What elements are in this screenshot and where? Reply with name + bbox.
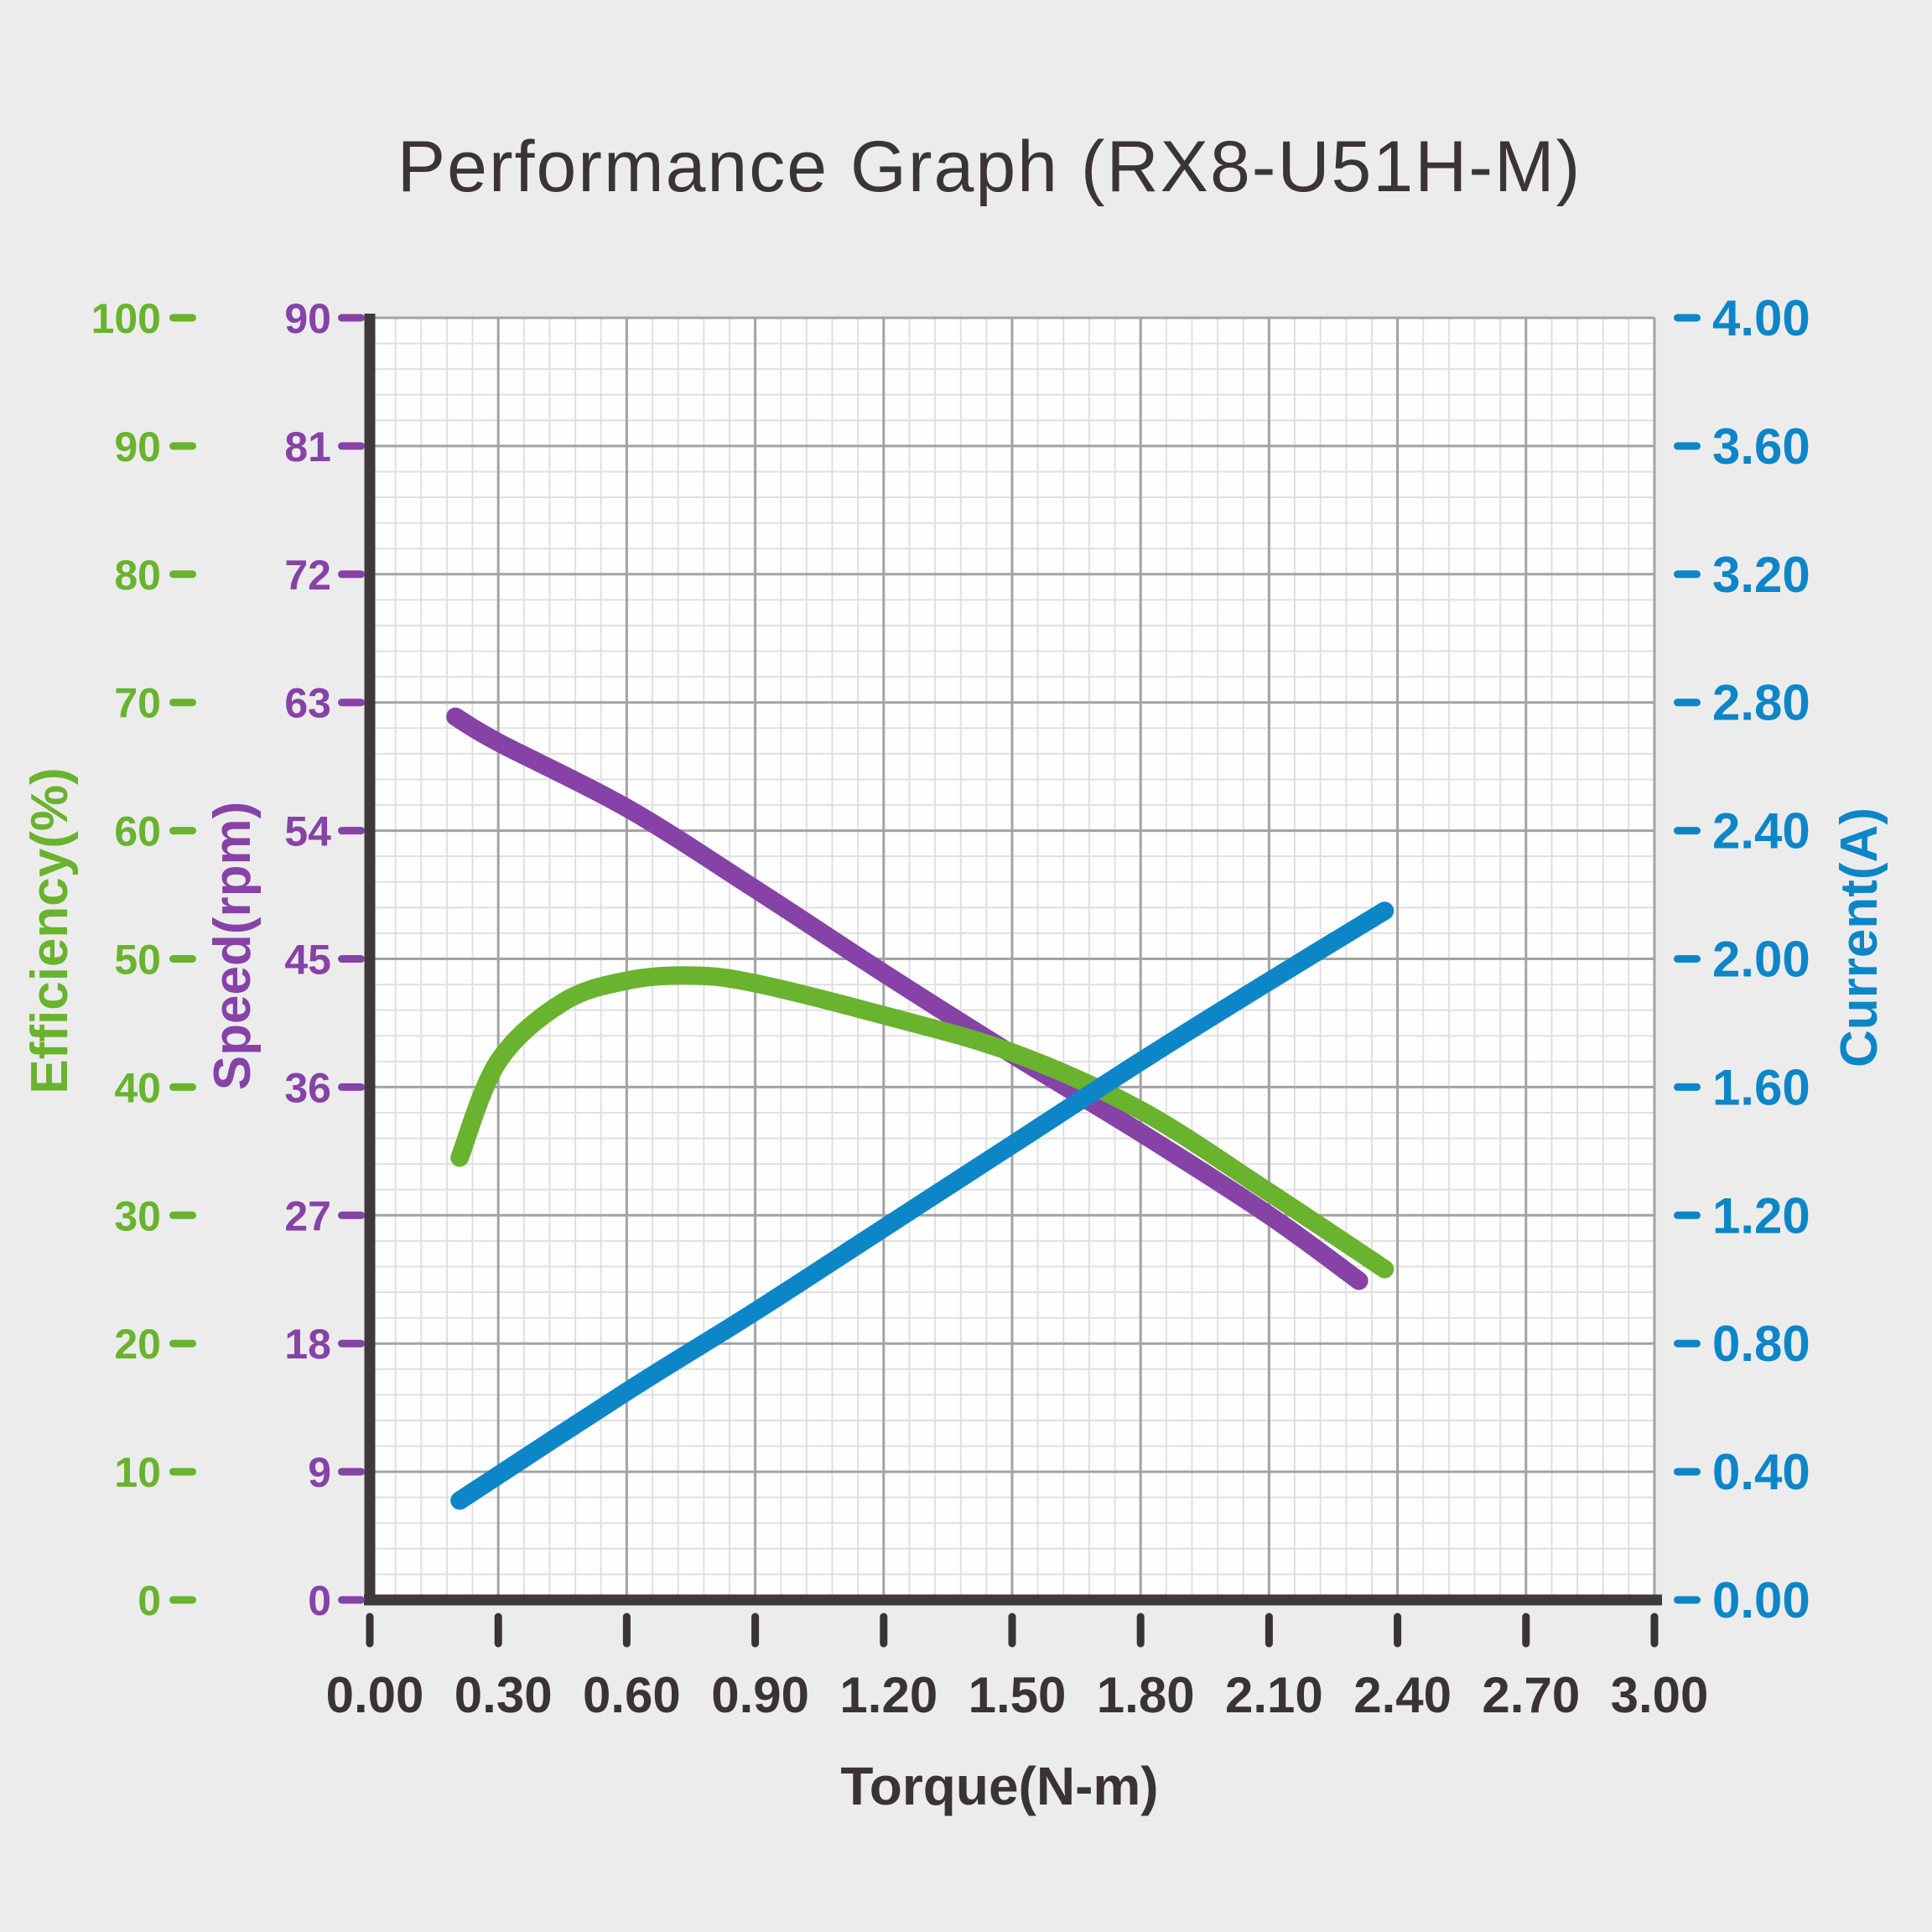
axis-spines bbox=[364, 314, 1662, 1606]
spd-ticks-tick-mark bbox=[338, 1083, 365, 1091]
x-tick-label: 2.40 bbox=[1353, 1667, 1452, 1723]
eff-ticks-tick-mark bbox=[169, 699, 196, 707]
cur-ticks-label: 4.00 bbox=[1712, 290, 1810, 346]
eff-ticks-label: 70 bbox=[114, 680, 161, 727]
speed-axis-title: Speed(rpm) bbox=[204, 802, 262, 1090]
efficiency-axis-title: Efficiency(%) bbox=[21, 767, 79, 1093]
spd-ticks-tick-mark bbox=[338, 1467, 365, 1476]
cur-ticks-tick-mark bbox=[1674, 1596, 1701, 1604]
efficiency-curve bbox=[450, 966, 1394, 1279]
eff-ticks-label: 100 bbox=[91, 295, 161, 342]
x-tick-label: 1.20 bbox=[839, 1667, 937, 1723]
current-tick-labels: 4.00 3.60 3.20 2.80 2.40 2.00 1.60 1.20 0.80 0.40… bbox=[1674, 290, 1810, 1628]
cur-ticks-tick-mark bbox=[1674, 1211, 1701, 1219]
eff-ticks-label: 10 bbox=[114, 1449, 161, 1496]
eff-ticks-label: 50 bbox=[114, 937, 161, 984]
eff-ticks-tick-mark bbox=[169, 570, 196, 579]
spd-ticks-tick-mark bbox=[338, 1211, 365, 1219]
eff-ticks-tick-mark bbox=[169, 827, 196, 835]
eff-ticks-tick-mark bbox=[169, 955, 196, 963]
x-tick-label: 1.80 bbox=[1097, 1667, 1195, 1723]
eff-ticks-label: 20 bbox=[114, 1321, 161, 1368]
cur-ticks-label: 1.20 bbox=[1712, 1187, 1810, 1244]
cur-ticks-label: 2.40 bbox=[1712, 803, 1810, 860]
x-tick-label: 2.70 bbox=[1482, 1667, 1580, 1723]
eff-ticks-label: 90 bbox=[114, 423, 161, 470]
spd-ticks-label: 18 bbox=[284, 1321, 331, 1368]
spd-ticks-label: 0 bbox=[308, 1577, 331, 1624]
speed-curve bbox=[446, 707, 1368, 1291]
spd-ticks-tick-mark bbox=[338, 1596, 365, 1604]
cur-ticks-label: 2.80 bbox=[1712, 675, 1810, 731]
spd-ticks-label: 36 bbox=[284, 1064, 331, 1111]
spd-ticks-tick-mark bbox=[338, 570, 365, 579]
spd-ticks-tick-mark bbox=[338, 827, 365, 835]
cur-ticks-tick-mark bbox=[1674, 1467, 1701, 1476]
spd-ticks-tick-mark bbox=[338, 699, 365, 707]
spd-ticks-label: 90 bbox=[284, 295, 331, 342]
cur-ticks-tick-mark bbox=[1674, 442, 1701, 450]
cur-ticks-tick-mark bbox=[1674, 699, 1701, 707]
chart-title: Performance Graph (RX8-U51H-M) bbox=[397, 127, 1581, 207]
spd-ticks-label: 81 bbox=[284, 423, 331, 470]
x-ticks: 0.00 0.30 0.60 0.90 1.20 1.50 1.80 2.10 2.40 2.70… bbox=[326, 1613, 1709, 1723]
eff-ticks-label: 80 bbox=[114, 552, 161, 599]
eff-ticks-tick-mark bbox=[169, 442, 196, 450]
cur-ticks-label: 1.60 bbox=[1712, 1059, 1810, 1115]
x-tick-label: 0.60 bbox=[583, 1667, 681, 1723]
cur-ticks-label: 0.40 bbox=[1712, 1444, 1810, 1500]
cur-ticks-tick-mark bbox=[1674, 1083, 1701, 1091]
spd-ticks-label: 72 bbox=[284, 552, 331, 599]
eff-ticks-label: 30 bbox=[114, 1192, 161, 1239]
torque-axis-title: Torque(N-m) bbox=[840, 1756, 1158, 1816]
eff-ticks-label: 40 bbox=[114, 1064, 161, 1111]
current-curve bbox=[450, 901, 1394, 1510]
x-tick-label: 0.90 bbox=[711, 1667, 809, 1723]
x-tick-label: 3.00 bbox=[1611, 1667, 1709, 1723]
cur-ticks-tick-mark bbox=[1674, 1339, 1701, 1348]
spd-ticks-tick-mark bbox=[338, 1339, 365, 1348]
cur-ticks-tick-mark bbox=[1674, 827, 1701, 835]
cur-ticks-label: 3.60 bbox=[1712, 418, 1810, 475]
spd-ticks-tick-mark bbox=[338, 442, 365, 450]
eff-ticks-tick-mark bbox=[169, 1339, 196, 1348]
spd-ticks-tick-mark bbox=[338, 314, 365, 322]
spd-ticks-label: 63 bbox=[284, 680, 331, 727]
x-tick-label: 0.00 bbox=[326, 1667, 424, 1723]
spd-ticks-label: 54 bbox=[284, 808, 331, 855]
x-tick-label: 2.10 bbox=[1225, 1667, 1323, 1723]
current-axis-title: Current(A) bbox=[1831, 808, 1888, 1067]
data-curves bbox=[446, 707, 1394, 1510]
eff-ticks-label: 60 bbox=[114, 808, 161, 855]
spd-ticks-tick-mark bbox=[338, 955, 365, 963]
spd-ticks-label: 27 bbox=[284, 1192, 331, 1239]
cur-ticks-tick-mark bbox=[1674, 570, 1701, 579]
eff-ticks-tick-mark bbox=[169, 1596, 196, 1604]
eff-ticks-label: 0 bbox=[138, 1577, 161, 1624]
eff-ticks-tick-mark bbox=[169, 1467, 196, 1476]
cur-ticks-label: 0.00 bbox=[1712, 1572, 1810, 1628]
eff-ticks-tick-mark bbox=[169, 1083, 196, 1091]
spd-ticks-label: 45 bbox=[284, 937, 331, 984]
cur-ticks-label: 3.20 bbox=[1712, 547, 1810, 603]
x-tick-label: 0.30 bbox=[454, 1667, 553, 1723]
eff-ticks-tick-mark bbox=[169, 1211, 196, 1219]
cur-ticks-tick-mark bbox=[1674, 955, 1701, 963]
cur-ticks-label: 2.00 bbox=[1712, 932, 1810, 988]
eff-ticks-tick-mark bbox=[169, 314, 196, 322]
x-tick-label: 1.50 bbox=[969, 1667, 1067, 1723]
cur-ticks-tick-mark bbox=[1674, 314, 1701, 322]
spd-ticks-label: 9 bbox=[308, 1449, 331, 1496]
cur-ticks-label: 0.80 bbox=[1712, 1316, 1810, 1372]
